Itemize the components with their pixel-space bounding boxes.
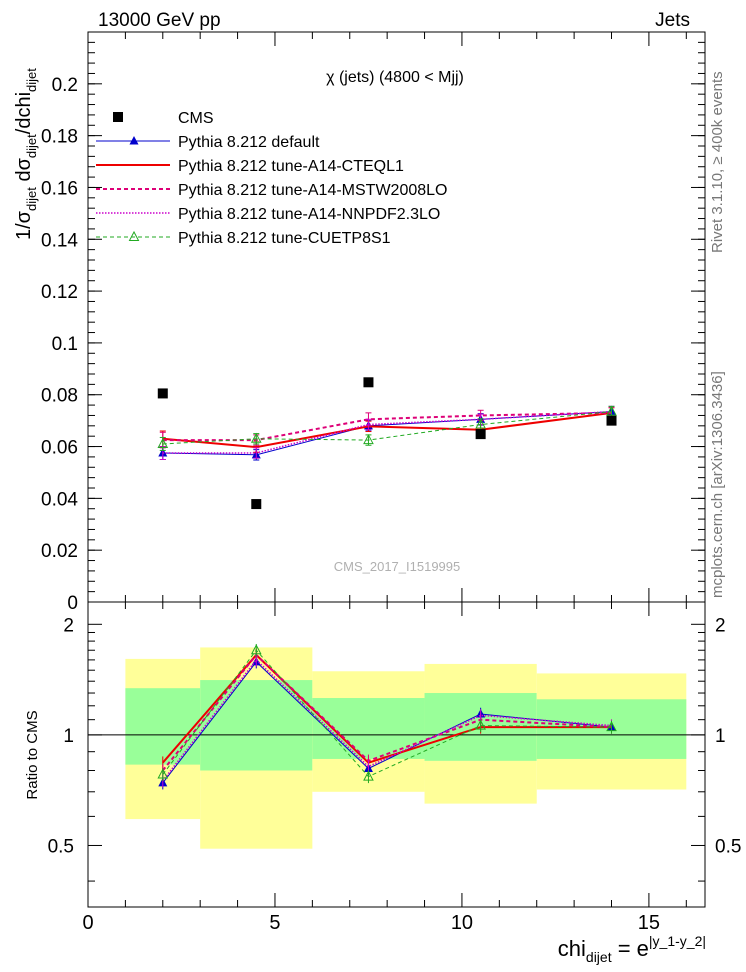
svg-text:1/σdijet dσdijet/dchidijet: 1/σdijet dσdijet/dchidijet: [13, 68, 39, 240]
ratio-panel: 0.5 0.5 1 1 2 2 0 5 10 15: [48, 601, 741, 934]
legend-entry-1: CMS: [113, 110, 214, 127]
legend-label: Pythia 8.212 tune-A14-NNPDF2.3LO: [178, 206, 440, 223]
legend-label: Pythia 8.212 tune-A14-CTEQL1: [178, 158, 404, 175]
rivet-version-label: Rivet 3.1.10, ≥ 400k events: [709, 71, 726, 253]
legend-cms-marker: [113, 112, 123, 122]
header-left: 13000 GeV pp: [98, 10, 221, 31]
ratio-point: [250, 644, 262, 655]
cms-point: [251, 499, 262, 510]
main-point: [475, 418, 486, 429]
x-tick-label: 0: [82, 912, 93, 934]
legend-label: Pythia 8.212 tune-A14-MSTW2008LO: [178, 182, 447, 199]
main-point: [157, 437, 169, 448]
x-tick-label: 5: [269, 912, 280, 934]
ratio-point: [606, 721, 617, 732]
svg-text:chidijet = e|y_1-y_2|: chidijet = e|y_1-y_2|: [558, 933, 706, 965]
legend-entry-3: Pythia 8.212 tune-A14-CTEQL1: [96, 158, 404, 175]
main-y-tick-label: 0.16: [41, 178, 78, 199]
main-point: [363, 433, 374, 445]
ratio-series-line: [162, 658, 612, 782]
ratio-y-tick-label: 1: [63, 726, 74, 747]
ratio-frame: [87, 601, 706, 908]
ratio-point: [363, 770, 374, 781]
main-point: [250, 432, 262, 443]
main-y-tick-label: 0.1: [52, 334, 78, 355]
cms-point: [606, 415, 617, 426]
ratio-y-tick-label: 2: [63, 615, 74, 636]
main-y-tick-label: 0.02: [41, 541, 78, 562]
plot-title: χ (jets) (4800 < Mjj): [326, 69, 464, 86]
ratio-inner-band: [125, 688, 201, 765]
legend-entry-5: Pythia 8.212 tune-A14-NNPDF2.3LO: [96, 206, 440, 223]
main-y-tick-label: 0: [67, 593, 78, 614]
legend-entry-2: Pythia 8.212 default: [96, 134, 320, 151]
main-y-tick-label: 0.18: [41, 127, 78, 148]
header-right: Jets: [655, 10, 690, 31]
main-y-tick-label: 0.14: [41, 230, 78, 251]
legend-label: Pythia 8.212 default: [178, 134, 320, 151]
legend-entry-4: Pythia 8.212 tune-A14-MSTW2008LO: [96, 182, 447, 199]
mcplots-label: mcplots.cern.ch [arXiv:1306.3436]: [709, 371, 726, 598]
legend-entry-6: Pythia 8.212 tune-CUETP8S1: [96, 230, 391, 247]
cms-data-points: [157, 377, 617, 510]
main-series-5: [157, 405, 617, 451]
main-y-tick-label: 0.06: [41, 438, 78, 459]
legend-marker: [129, 136, 139, 145]
cms-point: [363, 377, 374, 388]
main-panel: 00.020.040.060.080.10.120.140.160.180.2 …: [41, 31, 706, 614]
analysis-tag: CMS_2017_I1519995: [334, 559, 461, 574]
cms-point: [157, 388, 168, 399]
x-tick-label: 15: [638, 912, 660, 934]
main-y-tick-label: 0.12: [41, 282, 78, 303]
x-axis-title: chidijet = e|y_1-y_2|: [558, 933, 706, 965]
main-y-tick-label: 0.2: [52, 75, 78, 96]
ratio-y-tick-label-right: 2: [715, 615, 726, 636]
ratio-series-5: [157, 643, 617, 784]
main-y-axis-title: 1/σdijet dσdijet/dchidijet: [13, 68, 39, 240]
ratio-y-tick-label-right: 0.5: [715, 836, 741, 857]
ratio-point: [157, 768, 169, 779]
x-tick-label: 10: [451, 912, 473, 934]
ratio-y-axis-title: Ratio to CMS: [24, 710, 41, 799]
main-y-tick-label: 0.08: [41, 386, 78, 407]
legend-marker: [128, 230, 140, 241]
legend: CMS Pythia 8.212 default Pythia 8.212 tune…: [96, 110, 447, 247]
main-y-tick-label: 0.04: [41, 489, 78, 510]
legend-label: Pythia 8.212 tune-CUETP8S1: [178, 230, 391, 247]
main-point: [606, 405, 617, 416]
legend-label: CMS: [178, 110, 214, 127]
cms-point: [475, 429, 486, 440]
ratio-y-tick-label: 0.5: [48, 836, 74, 857]
ratio-y-tick-label-right: 1: [715, 726, 726, 747]
ratio-point: [475, 719, 486, 730]
